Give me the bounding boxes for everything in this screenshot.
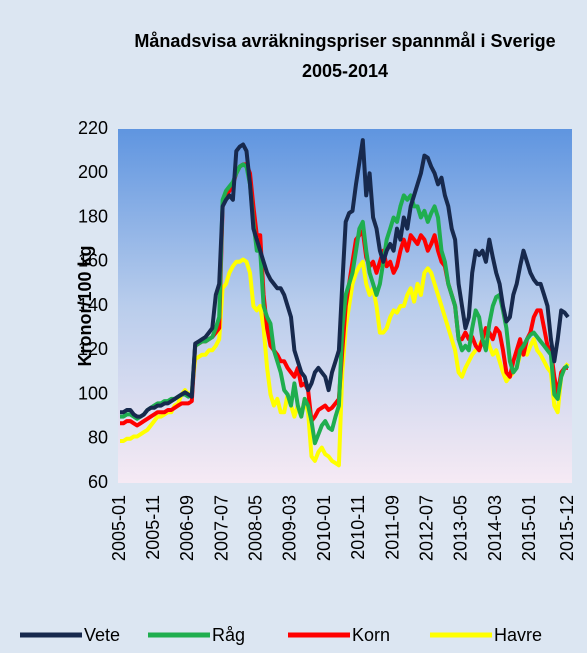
y-tick-label: 100	[78, 383, 108, 403]
y-tick-label: 180	[78, 206, 108, 226]
x-tick-label: 2010-11	[348, 495, 368, 560]
legend-label: Vete	[84, 625, 120, 645]
y-tick-label: 60	[88, 472, 108, 492]
y-tick-label: 120	[78, 339, 108, 359]
series-line	[120, 138, 570, 419]
x-tick-label: 2012-07	[417, 495, 437, 561]
legend-label: Råg	[212, 625, 245, 645]
chart-title: Månadsvisa avräkningspriser spannmål i S…	[134, 31, 556, 81]
y-tick-label: 80	[88, 428, 108, 448]
x-tick-label: 2013-05	[451, 495, 471, 561]
x-tick-label: 2015-12	[557, 495, 577, 561]
x-tick-label: 2015-01	[519, 495, 539, 561]
x-tick-label: 2006-09	[177, 495, 197, 561]
x-tick-label: 2005-01	[109, 495, 129, 561]
y-tick-label: 140	[78, 295, 108, 315]
y-axis-label: Kronor/100 kg	[75, 245, 95, 366]
x-tick-label: 2010-01	[314, 495, 334, 561]
x-tick-label: 2007-07	[211, 495, 231, 561]
y-tick-label: 220	[78, 118, 108, 138]
legend-label: Korn	[352, 625, 390, 645]
legend-label: Havre	[494, 625, 542, 645]
x-tick-label: 2011-09	[382, 495, 402, 560]
x-tick-label: 2005-11	[143, 495, 163, 560]
x-tick-label: 2009-03	[280, 495, 300, 561]
x-tick-label: 2014-03	[485, 495, 505, 561]
y-tick-label: 160	[78, 251, 108, 271]
y-tick-label: 200	[78, 162, 108, 182]
x-tick-label: 2008-05	[246, 495, 266, 561]
